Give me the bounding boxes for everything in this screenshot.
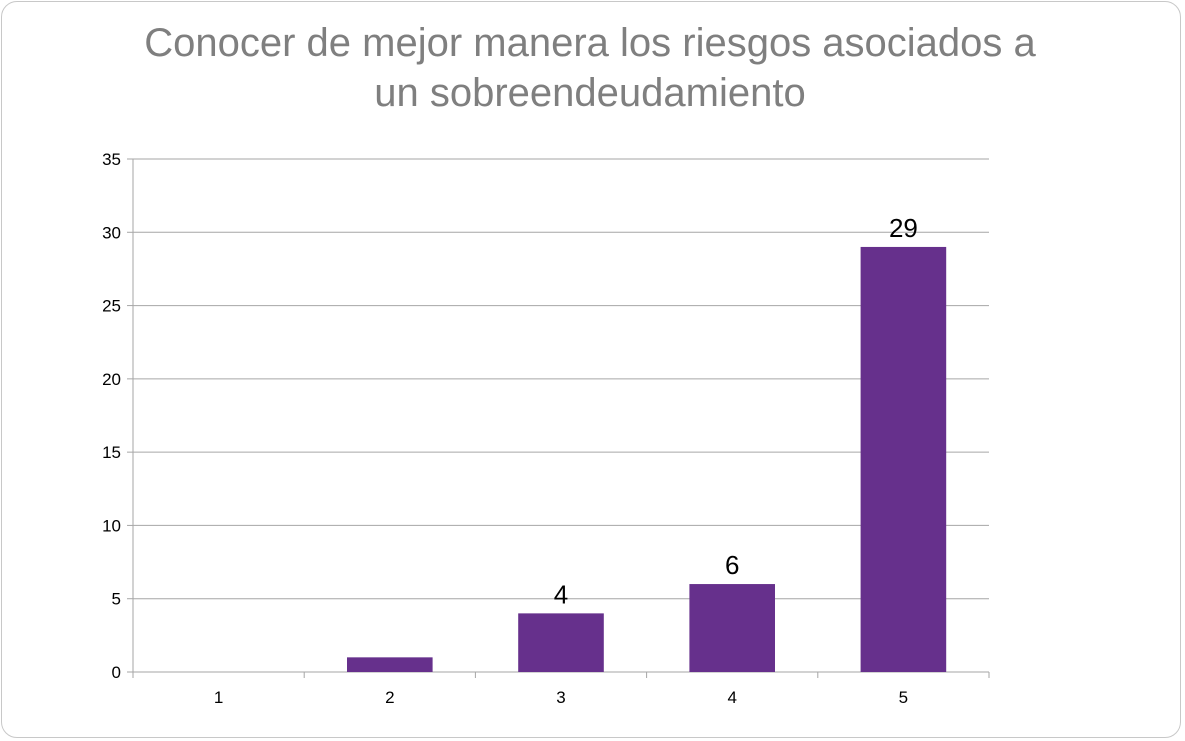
- y-tick-label: 35: [102, 150, 121, 169]
- x-tick-label: 3: [556, 688, 565, 707]
- x-tick-label: 5: [899, 688, 908, 707]
- y-tick-label: 20: [102, 370, 121, 389]
- y-tick-label: 10: [102, 516, 121, 535]
- y-tick-label: 0: [112, 663, 121, 682]
- gridlines: [133, 158, 989, 600]
- y-tick-label: 25: [102, 297, 121, 316]
- bars: [347, 246, 947, 672]
- bar: [689, 584, 775, 672]
- chart-title-line-2: un sobreendeudamiento: [374, 71, 806, 115]
- chart-title-line-1: Conocer de mejor manera los riesgos asoc…: [144, 21, 1036, 65]
- y-tick-label: 15: [102, 443, 121, 462]
- data-label: 6: [725, 550, 739, 580]
- y-tick-label: 30: [102, 223, 121, 242]
- data-label: 4: [554, 579, 568, 609]
- bar: [347, 657, 433, 672]
- x-tick-label: 1: [214, 688, 223, 707]
- data-label: 29: [889, 213, 918, 243]
- x-axis: 1 2 3 4 5: [132, 671, 990, 707]
- y-tick-label: 5: [112, 590, 121, 609]
- bar: [860, 246, 947, 672]
- y-axis: 0 5 10 15 20 25 30 35: [102, 150, 134, 682]
- bar: [518, 613, 604, 672]
- chart-title: Conocer de mejor manera los riesgos asoc…: [40, 18, 1140, 118]
- x-tick-label: 2: [385, 688, 394, 707]
- data-labels: 4 6 29: [554, 213, 918, 609]
- x-tick-label: 4: [727, 688, 736, 707]
